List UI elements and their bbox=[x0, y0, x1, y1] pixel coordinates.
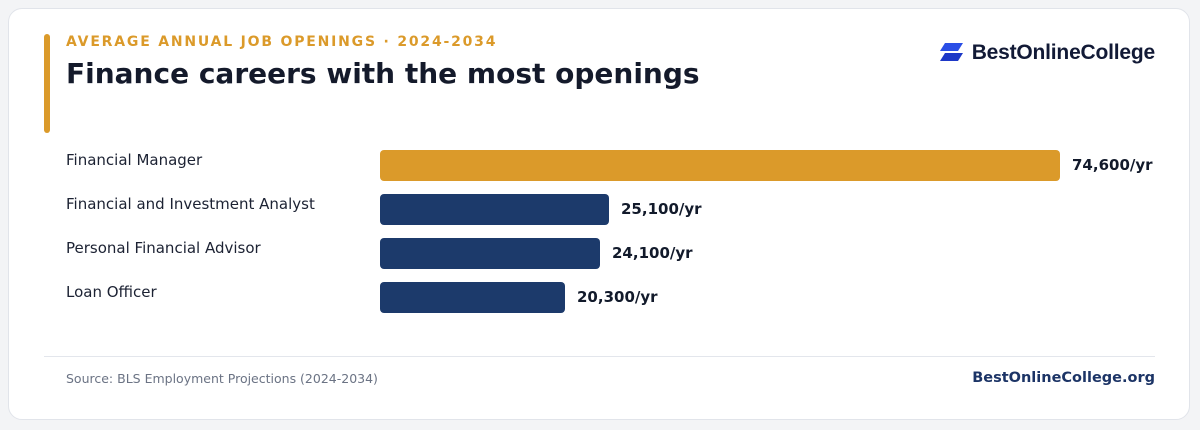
bar-value-label: 24,100/yr bbox=[612, 244, 693, 262]
eyebrow-subtitle: AVERAGE ANNUAL JOB OPENINGS · 2024-2034 bbox=[66, 34, 498, 50]
brand-logo[interactable]: BestOnlineCollege bbox=[939, 41, 1155, 65]
category-label: Personal Financial Advisor bbox=[66, 239, 261, 257]
infographic-card: AVERAGE ANNUAL JOB OPENINGS · 2024-2034 … bbox=[8, 8, 1190, 420]
bar-row: Personal Financial Advisor 24,100/yr bbox=[9, 227, 1191, 271]
category-label: Loan Officer bbox=[66, 283, 157, 301]
bar bbox=[380, 282, 565, 313]
bar-row: Financial Manager 74,600/yr bbox=[9, 139, 1191, 183]
category-label: Financial Manager bbox=[66, 151, 203, 169]
footer-site-link[interactable]: BestOnlineCollege.org bbox=[972, 370, 1155, 386]
bar bbox=[380, 194, 609, 225]
bar-chart: Financial Manager 74,600/yr Financial and … bbox=[9, 139, 1191, 329]
chart-title: Finance careers with the most openings bbox=[66, 57, 700, 90]
category-label: Financial and Investment Analyst bbox=[66, 195, 315, 213]
bar-value-label: 74,600/yr bbox=[1072, 156, 1153, 174]
footer-divider bbox=[44, 356, 1155, 357]
source-note: Source: BLS Employment Projections (2024… bbox=[66, 371, 378, 386]
brand-name: BestOnlineCollege bbox=[971, 41, 1156, 64]
bar bbox=[380, 238, 600, 269]
accent-bar bbox=[44, 34, 50, 133]
bar-value-label: 25,100/yr bbox=[621, 200, 702, 218]
bar-row: Loan Officer 20,300/yr bbox=[9, 271, 1191, 315]
bar bbox=[380, 150, 1060, 181]
stacked-chevron-logo-icon bbox=[939, 43, 964, 63]
bar-value-label: 20,300/yr bbox=[577, 288, 658, 306]
bar-row: Financial and Investment Analyst 25,100/y… bbox=[9, 183, 1191, 227]
